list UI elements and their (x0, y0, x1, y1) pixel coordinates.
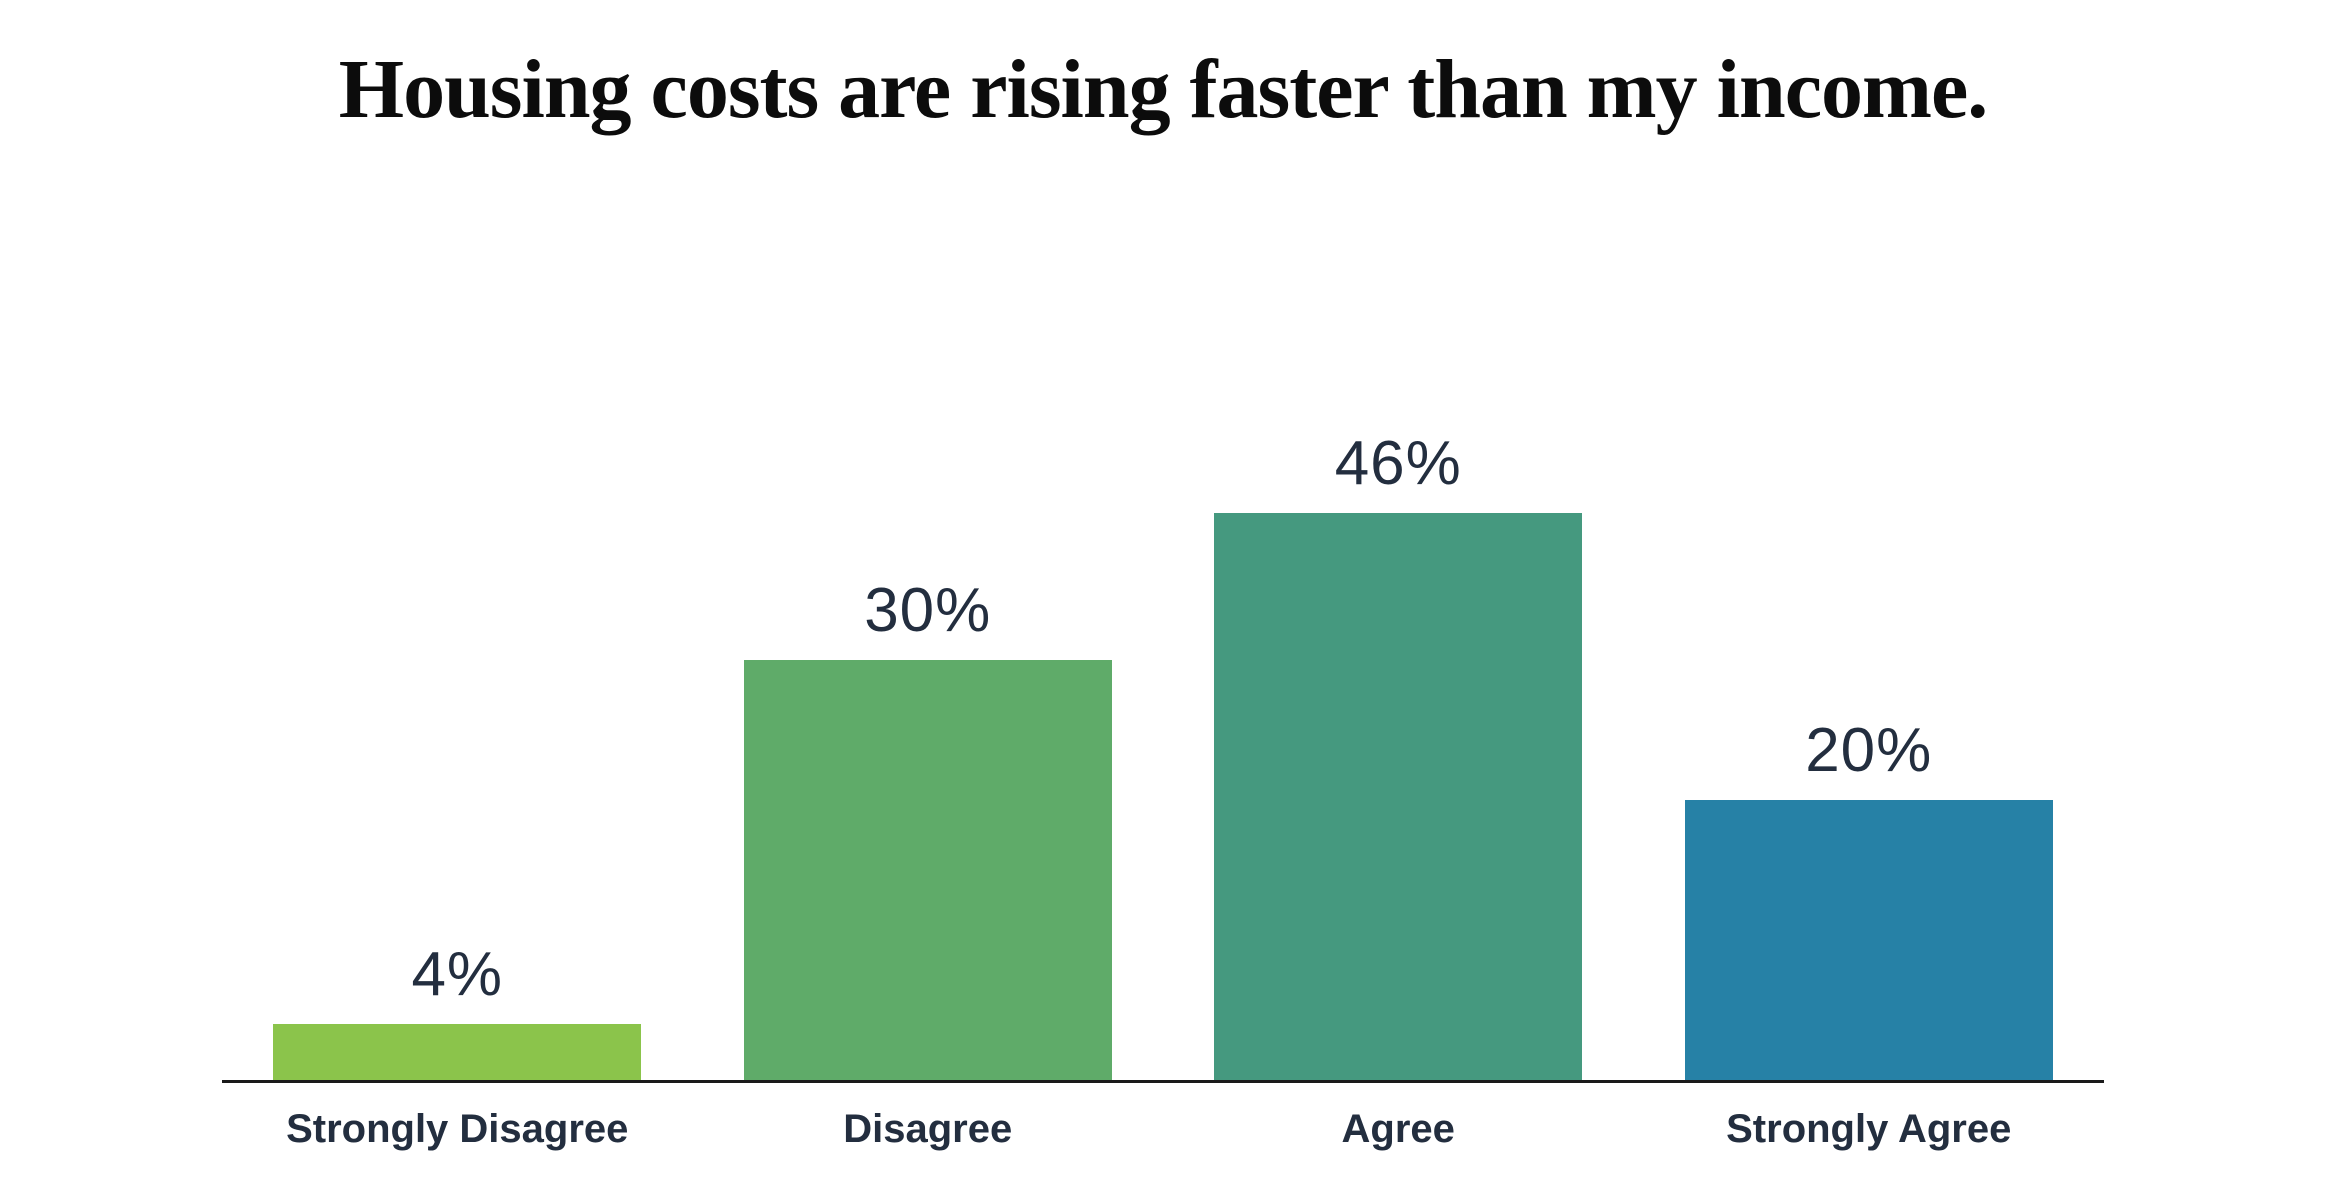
x-axis-label-strongly-agree: Strongly Agree (1726, 1107, 2012, 1151)
bar-value-label: 30% (864, 576, 992, 645)
chart-title: Housing costs are rising faster than my … (338, 43, 1989, 136)
x-axis-label-strongly-disagree: Strongly Disagree (286, 1107, 629, 1151)
bar-strongly-disagree (273, 1024, 642, 1080)
bar-disagree (743, 660, 1112, 1080)
bar-strongly-agree (1684, 800, 2053, 1080)
x-axis-category-labels: Strongly Disagree Disagree Agree Strongl… (222, 1107, 2104, 1151)
bar-agree (1214, 513, 1583, 1080)
bar-value-label: 4% (411, 940, 504, 1009)
bar-value-label: 20% (1805, 716, 1933, 785)
bar-group-strongly-disagree: 4% (222, 433, 693, 1080)
bar-value-label: 46% (1334, 429, 1462, 498)
x-axis-label-agree: Agree (1341, 1107, 1455, 1151)
bar-group-agree: 46% (1163, 433, 1634, 1080)
bar-chart-plot-area: 4% 30% 46% 20% Strongly Disagree Disagre… (222, 433, 2104, 1151)
bar-group-disagree: 30% (693, 433, 1164, 1080)
x-axis-label-disagree: Disagree (843, 1107, 1013, 1151)
bar-series: 4% 30% 46% 20% (222, 433, 2104, 1080)
bar-group-strongly-agree: 20% (1634, 433, 2105, 1080)
